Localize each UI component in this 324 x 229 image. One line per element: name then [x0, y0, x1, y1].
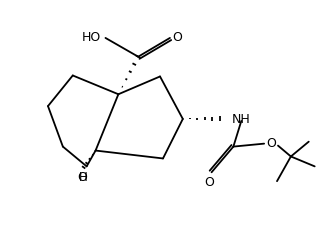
- Text: H: H: [79, 170, 88, 183]
- Text: O: O: [78, 170, 87, 183]
- Text: O: O: [172, 31, 182, 44]
- Text: NH: NH: [231, 113, 250, 126]
- Text: O: O: [205, 175, 214, 188]
- Text: O: O: [266, 136, 276, 150]
- Text: HO: HO: [82, 31, 101, 44]
